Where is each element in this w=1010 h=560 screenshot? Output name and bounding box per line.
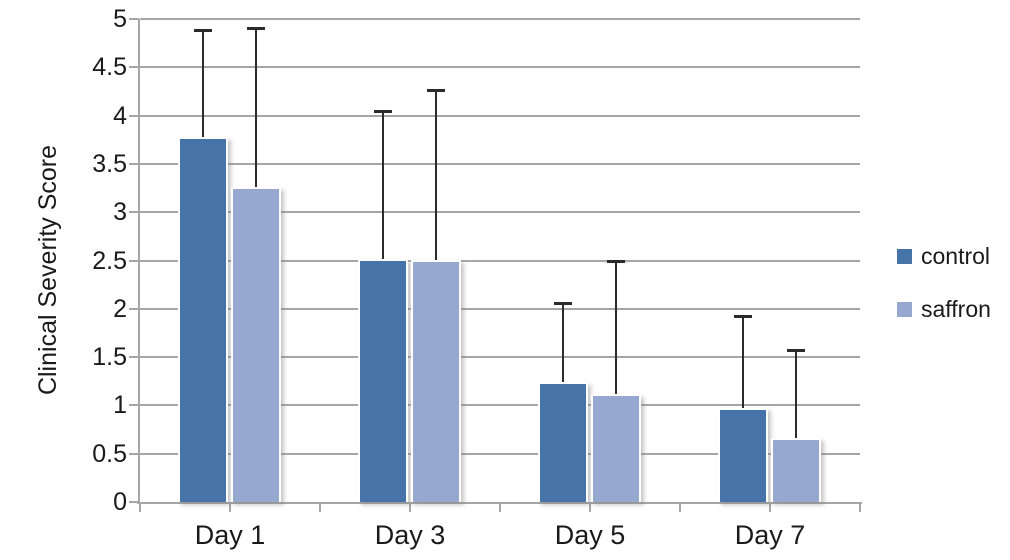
x-label-day-7: Day 7: [734, 520, 806, 550]
bar-control-day-3: [358, 258, 408, 502]
x-axis-tick-4: [499, 502, 501, 512]
bar-saffron-day-1: [231, 187, 281, 502]
gridline-4: [140, 114, 860, 117]
x-axis-tick-8: [859, 502, 861, 512]
legend-swatch-saffron-icon: [897, 302, 912, 317]
y-tick-label-0: 0: [113, 488, 127, 516]
legend-swatch-control-icon: [897, 249, 912, 264]
y-tick-label-5: 5: [113, 5, 127, 33]
error-bar-control-day-3: [382, 111, 384, 259]
y-tick-label-1.5: 1.5: [92, 343, 127, 372]
y-tick-label-1: 1: [113, 391, 127, 420]
error-bar-control-day-5: [562, 303, 564, 383]
error-bar-saffron-day-1: [255, 28, 257, 188]
y-axis-tick-2.5: [129, 259, 139, 262]
y-tick-label-4.5: 4.5: [92, 53, 127, 82]
error-bar-saffron-day-3: [435, 91, 437, 260]
gridline-0.5: [140, 452, 860, 455]
y-tick-label-3: 3: [113, 198, 127, 227]
y-axis-tick-4.5: [129, 66, 139, 69]
y-axis-tick-5: [129, 18, 139, 20]
bar-control-day-5: [538, 382, 588, 502]
x-label-day-1: Day 1: [194, 520, 266, 550]
x-label-day-5: Day 5: [554, 520, 626, 550]
gridline-4.5: [140, 66, 860, 69]
error-cap-control-day-5: [554, 301, 572, 305]
legend-label-control: control: [921, 243, 991, 269]
y-axis-line: [138, 19, 140, 504]
y-axis-tick-4: [129, 114, 139, 117]
y-tick-label-3.5: 3.5: [92, 149, 127, 178]
legend-item-saffron: saffron: [897, 296, 991, 323]
legend-label-saffron: saffron: [921, 296, 991, 322]
gridline-2.5: [140, 259, 860, 262]
error-bar-saffron-day-5: [615, 262, 617, 394]
y-tick-label-0.5: 0.5: [92, 439, 127, 468]
y-axis-tick-1.5: [129, 356, 139, 359]
bar-saffron-day-5: [591, 393, 641, 502]
gridline-2: [140, 307, 860, 310]
error-bar-control-day-7: [742, 316, 744, 409]
y-axis-tick-1: [129, 404, 139, 407]
y-axis-tick-0: [129, 501, 139, 503]
gridline-1: [140, 404, 860, 407]
gridline-5: [140, 18, 860, 20]
error-cap-control-day-1: [194, 28, 212, 32]
error-bar-control-day-1: [202, 30, 204, 137]
bar-saffron-day-7: [771, 438, 821, 502]
x-axis-tick-7: [769, 502, 771, 512]
error-cap-saffron-day-7: [787, 349, 805, 353]
x-axis-tick-0: [139, 502, 141, 512]
error-bar-saffron-day-7: [795, 351, 797, 439]
gridline-3.5: [140, 162, 860, 165]
error-cap-saffron-day-5: [607, 260, 625, 264]
y-axis-tick-2: [129, 307, 139, 310]
legend: control saffron: [897, 243, 991, 349]
y-axis-tick-0.5: [129, 452, 139, 455]
y-tick-label-4: 4: [113, 101, 127, 130]
x-axis-tick-6: [679, 502, 681, 512]
bar-saffron-day-3: [411, 259, 461, 502]
x-axis-tick-2: [319, 502, 321, 512]
error-cap-control-day-3: [374, 109, 392, 113]
gridline-3: [140, 211, 860, 214]
x-axis-tick-1: [229, 502, 231, 512]
y-tick-label-2.5: 2.5: [92, 246, 127, 275]
x-label-day-3: Day 3: [374, 520, 446, 550]
y-axis-tick-3.5: [129, 162, 139, 165]
gridline-1.5: [140, 356, 860, 359]
bar-control-day-1: [178, 136, 228, 502]
y-tick-label-2: 2: [113, 294, 127, 323]
error-cap-control-day-7: [734, 314, 752, 318]
legend-item-control: control: [897, 243, 991, 270]
y-axis-tick-3: [129, 211, 139, 214]
x-axis-tick-3: [409, 502, 411, 512]
bar-control-day-7: [718, 408, 768, 502]
error-cap-saffron-day-1: [247, 26, 265, 30]
x-axis-tick-5: [589, 502, 591, 512]
error-cap-saffron-day-3: [427, 89, 445, 93]
